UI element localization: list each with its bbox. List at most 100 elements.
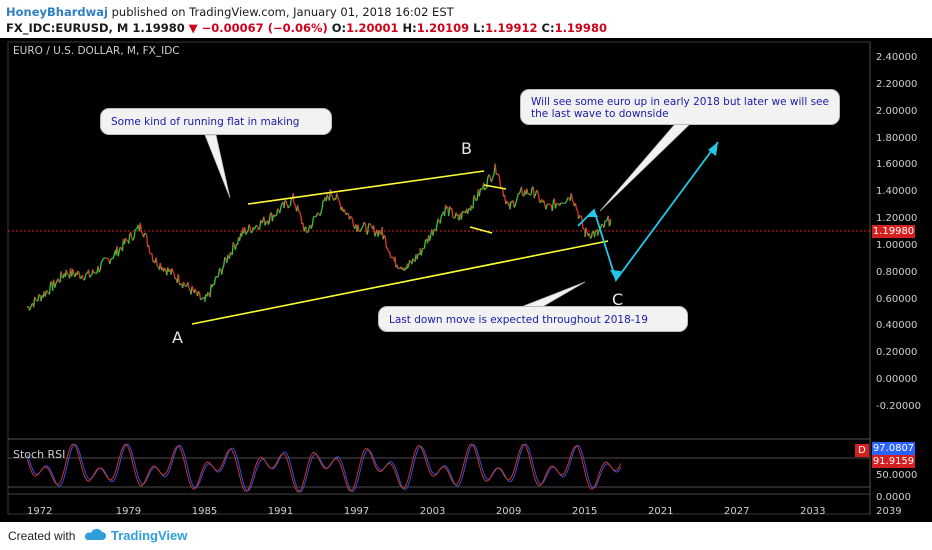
price-segment (201, 297, 204, 300)
callout-pointer-1 (204, 134, 231, 199)
price-segment (48, 282, 52, 295)
price-tick-label: 0.40000 (876, 320, 918, 332)
price-segment (231, 241, 234, 256)
price-segment (514, 200, 517, 205)
price-chart-svg[interactable] (0, 38, 932, 522)
stoch-d-badge: 91.9159 (872, 455, 915, 468)
price-segment (177, 273, 181, 285)
price-segment (128, 234, 131, 244)
annotation-last-down-move[interactable]: Last down move is expected throughout 20… (378, 306, 688, 332)
price-segment (198, 292, 202, 300)
price-segment (504, 194, 507, 205)
indicator-name: Stoch RSI (13, 448, 66, 461)
price-segment (596, 230, 600, 236)
high-label: H: (402, 21, 417, 35)
price-segment (54, 283, 57, 288)
arrow-up-head-2 (708, 142, 718, 156)
price-segment (570, 193, 573, 199)
stoch-k-badge: 97.0807 (872, 442, 915, 455)
price-series (26, 163, 611, 311)
time-tick-label: 2021 (648, 506, 674, 517)
price-tick-label: 2.20000 (876, 78, 918, 90)
price-segment (60, 271, 63, 277)
price-tick-label: 2.40000 (876, 52, 918, 63)
price-segment (490, 179, 493, 183)
price-segment (605, 219, 608, 222)
price-segment (173, 273, 176, 280)
price-tick-label: -0.20000 (876, 401, 921, 412)
price-segment (501, 188, 505, 197)
price-segment (132, 237, 135, 241)
price-segment (513, 204, 516, 208)
price-segment (361, 225, 364, 229)
chart-area[interactable]: EURO / U.S. DOLLAR, M, FX_IDC Stoch RSI … (0, 38, 932, 522)
price-segment (421, 247, 424, 250)
price-segment (204, 294, 207, 302)
price-segment (207, 291, 210, 295)
ohlc-line: FX_IDC:EURUSD, M 1.19980 ▼ −0.00067 (−0.… (6, 21, 607, 35)
price-segment (554, 203, 558, 209)
price-segment (497, 173, 501, 178)
price-segment (406, 265, 410, 269)
price-segment (515, 197, 519, 202)
price-segment (187, 282, 190, 288)
price-segment (370, 224, 373, 228)
price-segment (283, 200, 286, 208)
price-segment (277, 208, 280, 212)
price-segment (46, 290, 50, 294)
price-segment (480, 187, 482, 190)
price-segment (472, 195, 475, 209)
price-segment (527, 193, 530, 195)
time-tick-label: 1985 (191, 506, 218, 517)
price-segment (221, 268, 224, 275)
price-segment (271, 214, 275, 222)
price-segment (255, 224, 259, 228)
price-segment (567, 196, 570, 199)
price-segment (489, 175, 492, 182)
price-segment (350, 215, 352, 218)
price-segment (298, 210, 301, 213)
price-segment (232, 241, 235, 246)
price-tick-label: 1.20000 (876, 213, 918, 225)
current-price-badge: 1.19980 (872, 225, 915, 238)
price-segment (188, 287, 191, 291)
price-segment (216, 275, 219, 278)
price-segment (412, 257, 415, 261)
price-segment (317, 212, 320, 215)
price-tick-label: 1.40000 (876, 186, 918, 198)
annotation-running-flat[interactable]: Some kind of running flat in making (100, 108, 332, 135)
price-segment (110, 257, 113, 260)
price-segment (543, 200, 546, 206)
price-segment (386, 247, 390, 252)
price-segment (182, 281, 186, 286)
price-segment (297, 204, 300, 212)
symbol-label: FX_IDC:EURUSD, M (6, 21, 129, 35)
price-tick-label: 1.60000 (876, 159, 918, 171)
price-segment (234, 243, 238, 251)
price-segment (337, 196, 340, 201)
time-tick-label: 1972 (27, 506, 53, 517)
low-value: 1.19912 (485, 21, 538, 35)
price-segment (194, 288, 197, 293)
d-badge[interactable]: D (855, 444, 869, 457)
change-value: −0.00067 (−0.06%) (201, 21, 328, 35)
price-segment (268, 214, 271, 223)
price-segment (155, 257, 158, 267)
price-segment (261, 220, 264, 224)
close-label: C: (541, 21, 555, 35)
price-segment (119, 246, 122, 249)
author-link[interactable]: HoneyBhardwaj (6, 5, 108, 19)
annotation-euro-up[interactable]: Will see some euro up in early 2018 but … (520, 89, 840, 125)
price-segment (488, 174, 491, 177)
price-segment (445, 206, 448, 210)
price-segment (164, 267, 167, 270)
price-segment (359, 229, 362, 232)
price-segment (491, 176, 494, 181)
price-segment (319, 213, 322, 216)
price-segment (300, 215, 303, 225)
price-segment (484, 187, 487, 191)
time-tick-label: 2039 (876, 506, 902, 517)
price-segment (473, 194, 476, 199)
price-segment (113, 251, 116, 256)
tradingview-brand-link[interactable]: TradingView (111, 528, 188, 543)
